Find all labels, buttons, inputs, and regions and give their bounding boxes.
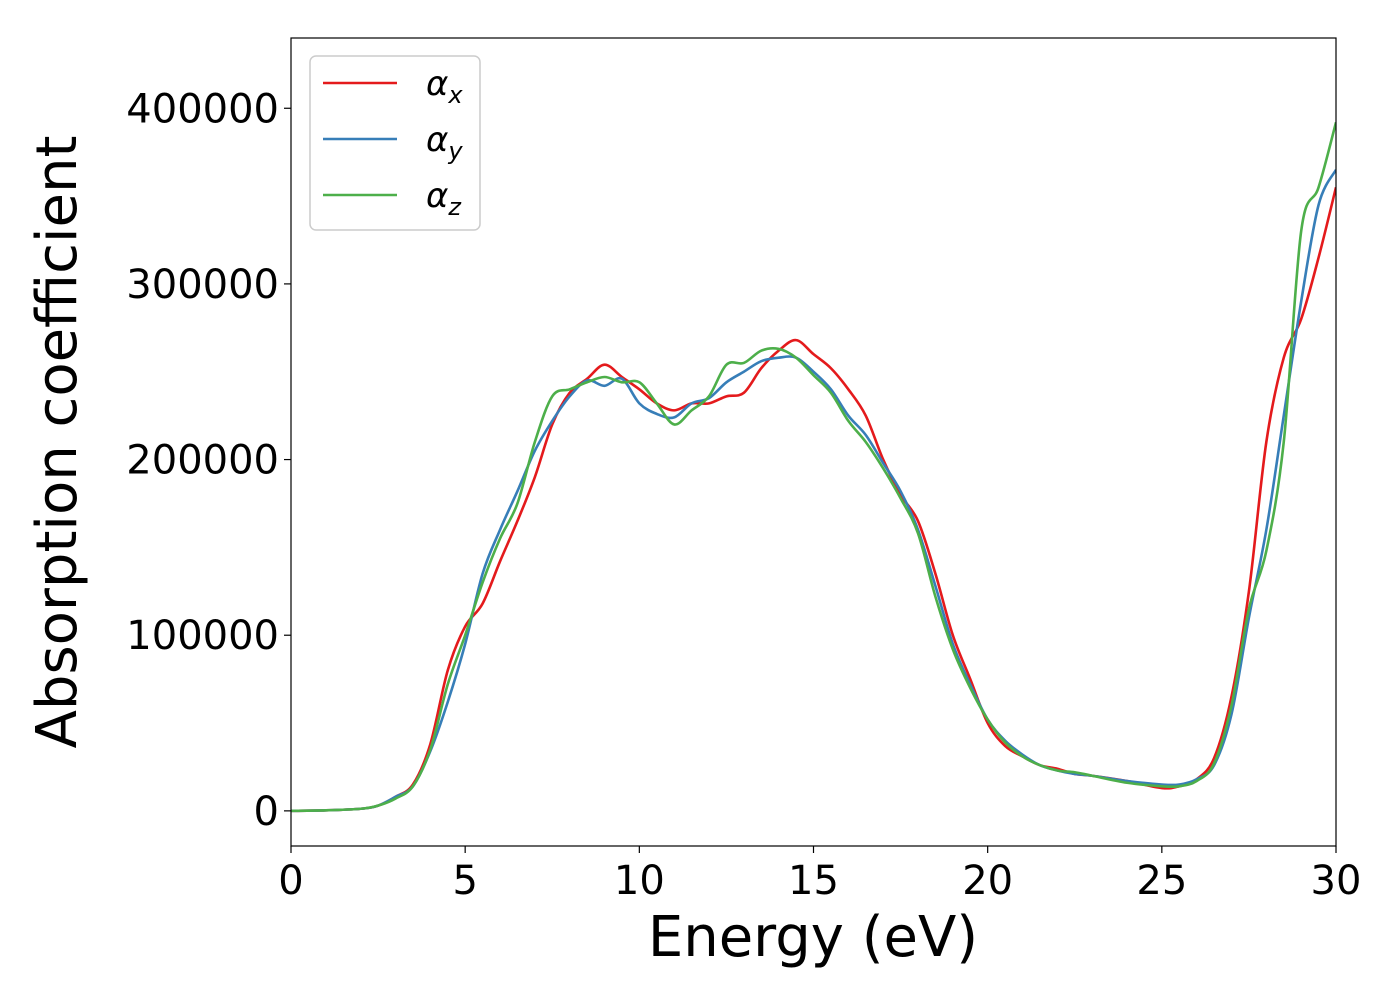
x-tick-label: 0 <box>278 858 303 904</box>
legend-label-subscript: z <box>447 193 462 221</box>
legend-box <box>309 55 481 231</box>
legend-label-z: αz <box>426 176 462 221</box>
series-line-z <box>291 121 1336 813</box>
x-tick-label: 5 <box>452 858 477 904</box>
y-tick-label: 0 <box>254 789 279 835</box>
legend-label-symbol: α <box>426 64 448 104</box>
legend-label-subscript: y <box>447 137 463 165</box>
legend-label-x: αx <box>426 64 463 109</box>
x-axis-ticks: 0 5 10 15 20 25 30 <box>278 846 1361 904</box>
x-tick-label: 15 <box>788 858 839 904</box>
series-line-y <box>291 169 1336 813</box>
legend-label-subscript: x <box>447 81 463 109</box>
y-tick-label: 400000 <box>126 86 279 132</box>
y-tick-label: 200000 <box>126 438 279 484</box>
x-tick-label: 25 <box>1136 858 1187 904</box>
legend-label-symbol: α <box>426 120 448 160</box>
y-axis-ticks: 0 100000 200000 300000 400000 <box>126 86 291 835</box>
y-tick-label: 100000 <box>126 613 279 659</box>
x-tick-label: 20 <box>962 858 1013 904</box>
series-layer <box>291 121 1336 813</box>
x-axis-label: Energy (eV) <box>648 905 978 970</box>
legend-label-y: αy <box>426 120 463 165</box>
x-tick-label: 30 <box>1311 858 1362 904</box>
y-axis-label: Absorption coefficient <box>25 136 90 749</box>
y-tick-label: 300000 <box>126 262 279 308</box>
legend-label-symbol: α <box>426 176 448 216</box>
x-tick-label: 10 <box>614 858 665 904</box>
